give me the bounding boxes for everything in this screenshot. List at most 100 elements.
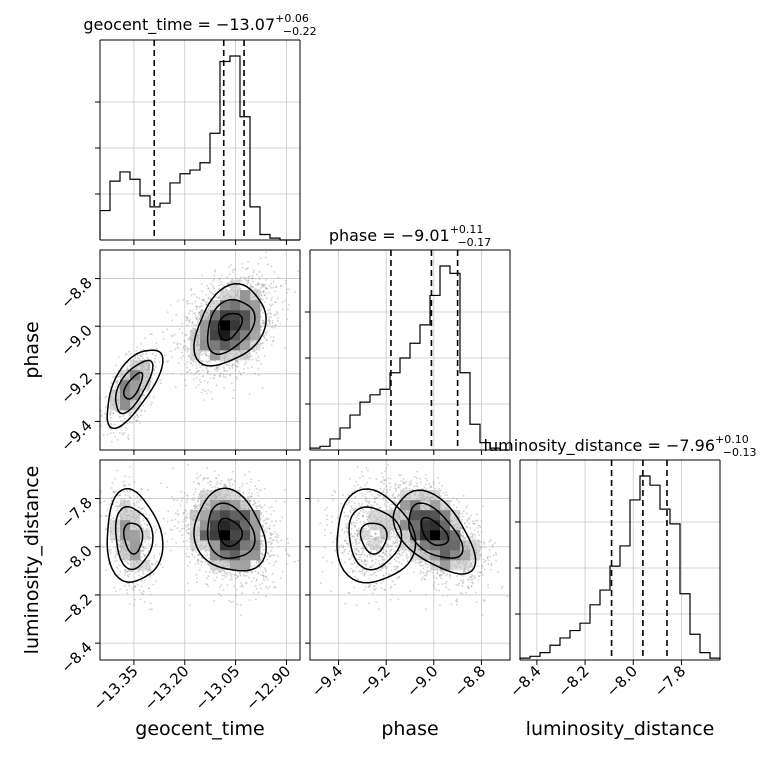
sample-point (189, 319, 191, 321)
sample-point (196, 367, 198, 369)
sample-point (112, 376, 115, 378)
sample-point (146, 390, 149, 393)
sample-point (219, 360, 222, 363)
sample-point (275, 520, 277, 523)
sample-point (187, 532, 190, 534)
sample-point (169, 304, 172, 306)
sample-point (230, 264, 233, 266)
sample-point (252, 280, 254, 283)
sample-point (231, 367, 234, 369)
sample-point (263, 290, 265, 293)
sample-point (185, 300, 188, 303)
sample-point (271, 539, 274, 542)
sample-point (216, 367, 218, 370)
sample-point (274, 290, 277, 293)
sample-point (262, 544, 264, 547)
sample-point (104, 396, 107, 399)
sample-point (271, 572, 274, 575)
sample-point (207, 369, 209, 372)
sample-point (198, 317, 201, 320)
sample-point (153, 369, 156, 372)
sample-point (140, 410, 142, 413)
sample-point (196, 577, 199, 580)
density-cell (120, 390, 131, 401)
sample-point (276, 312, 279, 315)
sample-point (171, 372, 174, 375)
sample-point (200, 282, 203, 285)
sample-point (142, 394, 144, 396)
sample-point (171, 319, 174, 322)
sample-point (119, 588, 121, 590)
sample-point (209, 377, 212, 379)
sample-point (226, 282, 229, 285)
sample-point (140, 524, 143, 526)
sample-point (251, 277, 254, 280)
sample-point (188, 533, 191, 535)
contour-line (193, 283, 267, 367)
sample-point (252, 285, 255, 288)
sample-point (268, 527, 271, 530)
sample-point (186, 517, 189, 519)
sample-point (269, 308, 271, 311)
sample-point (183, 340, 186, 343)
sample-point (262, 284, 264, 287)
sample-point (260, 257, 262, 260)
sample-point (196, 500, 199, 502)
sample-point (248, 495, 251, 498)
sample-point (223, 370, 226, 372)
sample-point (110, 416, 112, 419)
sample-point (131, 422, 134, 424)
sample-point (260, 297, 262, 300)
sample-point (198, 370, 201, 372)
sample-point (133, 604, 136, 607)
sample-point (189, 369, 191, 372)
sample-point (248, 393, 251, 396)
sample-point (148, 395, 151, 398)
sample-point (197, 316, 200, 318)
sample-point (276, 536, 279, 539)
sample-point (262, 298, 264, 301)
sample-point (246, 496, 249, 498)
sample-point (255, 359, 258, 362)
sample-point (154, 361, 157, 364)
contour-line (114, 359, 154, 415)
sample-point (182, 512, 185, 515)
sample-point (212, 293, 215, 296)
sample-point (230, 576, 233, 579)
sample-point (271, 340, 274, 342)
sample-point (226, 364, 229, 366)
sample-point (255, 587, 258, 590)
sample-point (234, 573, 237, 576)
sample-point (127, 434, 130, 436)
sample-point (239, 604, 242, 606)
sample-point (198, 363, 201, 366)
sample-point (286, 537, 289, 540)
sample-point (189, 309, 191, 312)
sample-point (185, 319, 188, 322)
sample-point (204, 351, 207, 354)
sample-point (186, 582, 189, 585)
sample-point (187, 349, 189, 352)
sample-point (297, 270, 299, 273)
sample-point (182, 355, 185, 357)
sample-point (219, 375, 222, 378)
sample-point (235, 577, 238, 580)
sample-point (258, 276, 261, 278)
sample-point (116, 567, 119, 570)
sample-point (242, 492, 245, 495)
sample-point (224, 369, 226, 372)
sample-point (261, 554, 264, 557)
sample-point (164, 532, 166, 535)
sample-point (261, 574, 264, 577)
sample-point (180, 500, 183, 502)
sample-point (286, 318, 289, 321)
sample-point (201, 349, 204, 352)
density-cell (140, 370, 151, 381)
sample-point (150, 381, 152, 383)
sample-point (133, 481, 136, 483)
sample-point (176, 346, 179, 349)
sample-point (250, 478, 253, 480)
sample-point (267, 319, 270, 322)
sample-point (109, 410, 112, 413)
sample-point (244, 363, 246, 366)
